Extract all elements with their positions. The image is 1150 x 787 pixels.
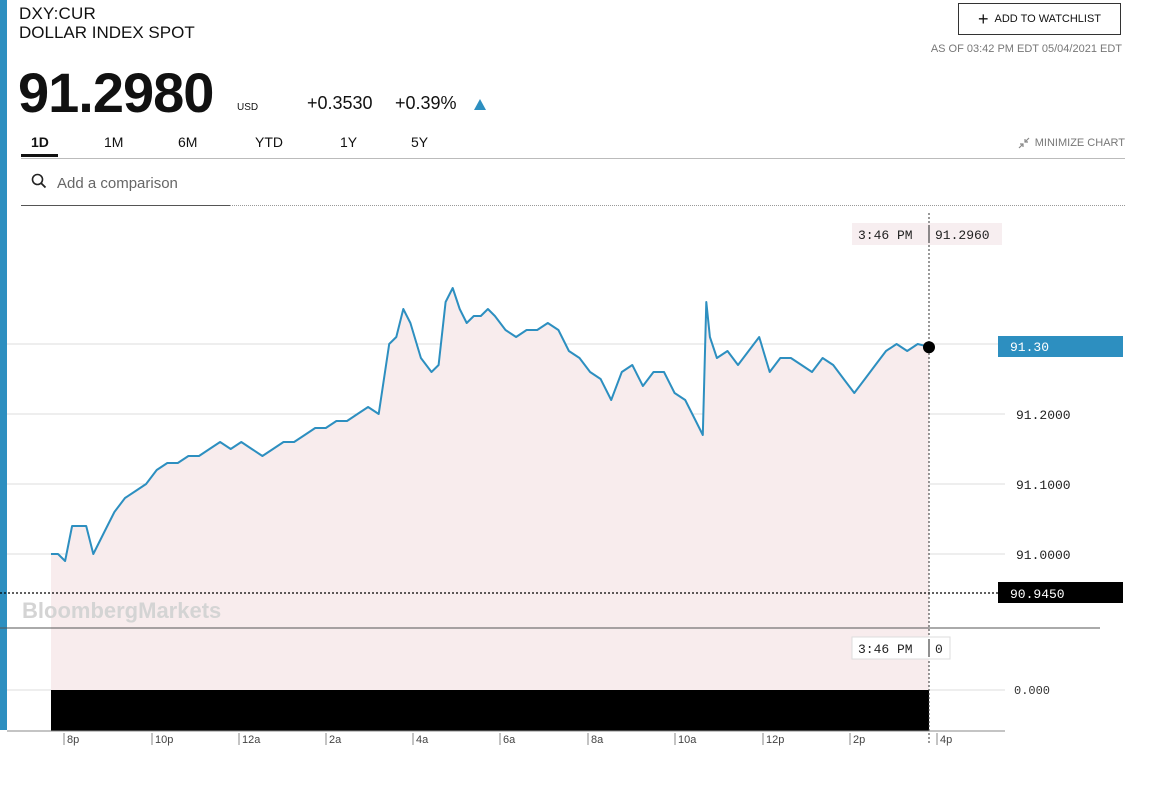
last-price: 91.2980 — [18, 61, 214, 124]
price-area — [51, 288, 929, 690]
volume-tooltip-time: 3:46 PM — [858, 642, 913, 657]
tab-1d[interactable]: 1D — [31, 134, 49, 150]
tab-5y[interactable]: 5Y — [411, 134, 429, 150]
price-change: +0.3530 — [307, 93, 373, 113]
x-tick-label: 2p — [853, 734, 865, 746]
active-tab-indicator — [21, 154, 58, 157]
previous-close-label: 90.9450 — [1010, 587, 1065, 602]
volume-tooltip-value: 0 — [935, 642, 943, 657]
x-tick-label: 8p — [67, 734, 79, 746]
x-tick-label: 2a — [329, 734, 342, 746]
tab-1y[interactable]: 1Y — [340, 134, 358, 150]
y-tick-label: 91.1000 — [1016, 478, 1071, 493]
price-change-percent: +0.39% — [395, 93, 457, 113]
plus-icon: + — [977, 9, 989, 29]
volume-tooltip — [851, 636, 951, 660]
x-tick-label: 4p — [940, 734, 952, 746]
watermark: BloombergMarkets — [22, 598, 221, 623]
x-tick-label: 12p — [766, 734, 784, 746]
minimize-chart-button[interactable]: MINIMIZE CHART — [1018, 137, 1125, 149]
x-tick-label: 6a — [503, 734, 516, 746]
price-chart[interactable]: 90.9450 BloombergMarkets 0.000 3:46 PM 91.29… — [0, 205, 1150, 765]
crosshair-value: 91.2960 — [935, 228, 990, 243]
last-price-dot — [923, 341, 935, 354]
price-line — [51, 287, 930, 562]
tab-ytd[interactable]: YTD — [255, 134, 283, 150]
ticker-symbol: DXY:CUR — [19, 4, 96, 23]
volume-bar — [51, 690, 929, 731]
y-tick-label: 91.2000 — [1016, 408, 1071, 423]
volume-axis-label: 0.000 — [1014, 684, 1050, 698]
minimize-chart-label: MINIMIZE CHART — [1034, 137, 1125, 149]
x-tick-label: 10a — [678, 734, 697, 746]
crosshair-tooltip — [852, 223, 1002, 245]
as-of-timestamp: AS OF 03:42 PM EDT 05/04/2021 EDT — [930, 43, 1122, 55]
x-tick-label: 12a — [242, 734, 261, 746]
tab-1m[interactable]: 1M — [104, 134, 124, 150]
tab-6m[interactable]: 6M — [178, 134, 198, 150]
x-tick-label: 8a — [591, 734, 604, 746]
security-name: DOLLAR INDEX SPOT — [19, 23, 195, 42]
y-tick-label: 91.0000 — [1016, 548, 1071, 563]
search-icon — [31, 173, 47, 189]
current-value-label: 91.30 — [1010, 340, 1049, 355]
add-to-watchlist-button[interactable]: + ADD TO WATCHLIST — [958, 3, 1121, 35]
x-tick-label: 4a — [416, 734, 429, 746]
minimize-arrows-icon — [1018, 137, 1030, 149]
up-arrow-icon — [474, 99, 486, 110]
comparison-search-input[interactable] — [55, 169, 259, 197]
crosshair-time: 3:46 PM — [858, 228, 913, 243]
add-to-watchlist-label: ADD TO WATCHLIST — [994, 13, 1102, 25]
search-underline — [21, 205, 230, 206]
left-accent-bar — [0, 0, 7, 730]
currency-label: USD — [237, 102, 259, 113]
previous-close-badge — [998, 582, 1123, 603]
comparison-search-bar — [21, 164, 1125, 206]
timeframe-tabs: 1D 1M 6M YTD 1Y 5Y MINIMIZE CHART — [21, 128, 1125, 159]
x-tick-label: 10p — [155, 734, 173, 746]
current-value-badge — [998, 336, 1123, 357]
